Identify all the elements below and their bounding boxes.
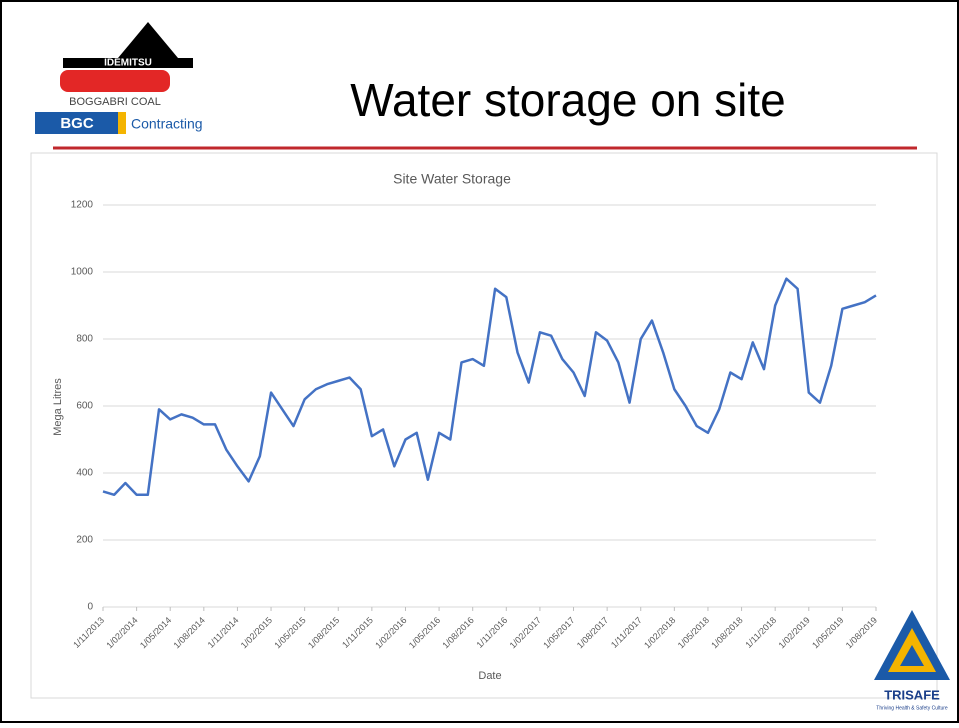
y-tick-label: 0: [87, 602, 93, 613]
company-logo: IDEMITSU BOGGABRI COAL BGC Contracting: [35, 22, 203, 134]
slide-title: Water storage on site: [350, 74, 786, 126]
y-tick-label: 600: [76, 401, 93, 412]
y-tick-label: 1000: [71, 267, 94, 278]
logo-bgc-box: [35, 112, 120, 134]
logo-brand: IDEMITSU: [104, 58, 152, 69]
logo-stripe: [118, 112, 126, 134]
y-tick-label: 1200: [71, 200, 94, 211]
x-axis-label: Date: [478, 670, 501, 682]
logo-site: BOGGABRI COAL: [69, 96, 161, 108]
y-tick-label: 200: [76, 535, 93, 546]
y-axis-label: Mega Litres: [52, 378, 64, 436]
data-line: [102, 277, 877, 497]
logo-ibc: [60, 70, 170, 92]
trisafe-tagline: Thriving Health & Safety Culture: [876, 705, 948, 711]
logo-division: Contracting: [131, 116, 203, 132]
logo-triangle: [118, 22, 178, 58]
chart-title: Site Water Storage: [393, 171, 511, 187]
trisafe-core: [900, 645, 924, 666]
y-tick-label: 400: [76, 468, 93, 479]
logo-band: [63, 58, 193, 68]
trisafe-logo: TRISAFE Thriving Health & Safety Culture: [874, 610, 950, 711]
logo-short: BGC: [60, 115, 94, 132]
y-tick-label: 800: [76, 334, 93, 345]
trisafe-name: TRISAFE: [884, 687, 940, 702]
